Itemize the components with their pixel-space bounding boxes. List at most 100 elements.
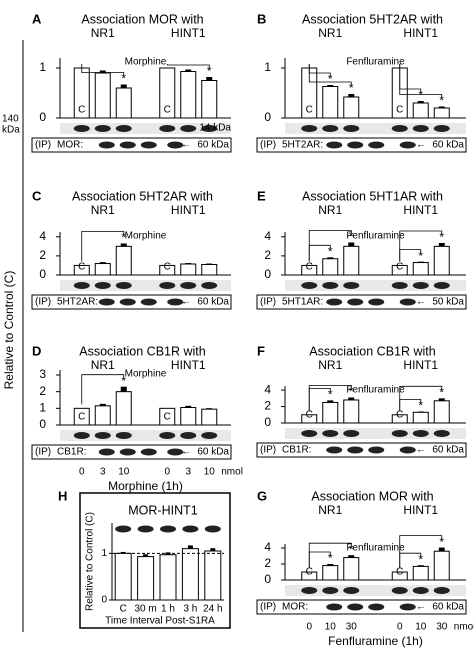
error-bar bbox=[185, 263, 192, 265]
ip-label: (IP) bbox=[260, 602, 276, 613]
blot-band bbox=[201, 125, 218, 132]
blot-band bbox=[399, 141, 416, 149]
bar bbox=[301, 264, 318, 276]
figure-ylabel: Relative to Control (C) bbox=[2, 271, 16, 390]
bar bbox=[201, 408, 218, 426]
bar bbox=[159, 264, 176, 276]
antibody-label: CB1R: bbox=[282, 445, 311, 456]
error-bar bbox=[187, 545, 193, 549]
panel-title: Association 5HT2AR with bbox=[302, 12, 443, 26]
bar bbox=[73, 407, 90, 426]
y-tick-label: 4 bbox=[264, 540, 271, 554]
y-tick-label: 2 bbox=[39, 384, 46, 398]
blot-band bbox=[347, 603, 364, 611]
bracket bbox=[308, 230, 352, 262]
blot-band bbox=[391, 430, 408, 437]
error-bar bbox=[348, 397, 355, 400]
bar bbox=[343, 399, 360, 424]
error-bar bbox=[327, 257, 334, 259]
bar bbox=[343, 96, 360, 119]
blot-band bbox=[347, 446, 364, 454]
blot-strip bbox=[60, 123, 231, 134]
blot-band bbox=[180, 432, 197, 439]
group-label: HINT1 bbox=[171, 358, 206, 372]
bar bbox=[159, 67, 176, 119]
kda-label: 60 kDa bbox=[197, 447, 229, 458]
bar bbox=[73, 264, 90, 276]
control-label: C bbox=[78, 412, 85, 423]
panel-title: Association 5HT1AR with bbox=[302, 189, 443, 203]
ip-label: (IP) bbox=[260, 445, 276, 456]
error-bar bbox=[417, 101, 424, 103]
group-label: NR1 bbox=[91, 26, 115, 40]
blot-band bbox=[180, 282, 197, 289]
blot-band bbox=[391, 587, 408, 594]
y-tick-label: 2 bbox=[264, 399, 271, 413]
y-tick-label: 0 bbox=[264, 267, 271, 281]
blot-band bbox=[368, 446, 385, 454]
significance-marker: * bbox=[121, 231, 126, 245]
blot-band bbox=[326, 603, 343, 611]
y-tick-label: 0 bbox=[264, 110, 271, 124]
blot-band bbox=[115, 282, 132, 289]
blot-band bbox=[98, 141, 115, 149]
significance-marker: * bbox=[328, 244, 333, 258]
dose-label: 30 bbox=[346, 622, 358, 633]
blot-strip bbox=[285, 428, 466, 439]
bracket bbox=[399, 230, 443, 262]
panel-letter: G bbox=[257, 488, 267, 503]
control-label: C bbox=[78, 262, 85, 273]
blot-band bbox=[433, 125, 450, 132]
bar bbox=[94, 405, 111, 426]
bar bbox=[343, 557, 360, 581]
blot-band bbox=[167, 448, 184, 456]
blot-band bbox=[322, 430, 339, 437]
y-tick-label: 2 bbox=[264, 248, 271, 262]
blot-band bbox=[399, 603, 416, 611]
bar bbox=[412, 102, 429, 119]
y-label: Relative to Control (C) bbox=[85, 512, 96, 611]
treatment-label: Fenfluramine bbox=[346, 385, 405, 396]
treatment-label: Morphine bbox=[125, 369, 167, 380]
group-label: HINT1 bbox=[403, 503, 438, 517]
kda-label: 60 kDa bbox=[432, 602, 464, 613]
blot-band bbox=[73, 282, 90, 289]
bar bbox=[159, 554, 177, 601]
treatment-label: Morphine bbox=[125, 57, 167, 68]
ip-label: (IP) bbox=[35, 140, 51, 151]
blot-band bbox=[301, 282, 318, 289]
blot-band bbox=[391, 125, 408, 132]
x-label: Time Interval Post-S1RA bbox=[105, 616, 215, 627]
blot-band bbox=[399, 446, 416, 454]
blot-band bbox=[301, 587, 318, 594]
panel-letter: E bbox=[257, 188, 266, 203]
significance-marker: * bbox=[418, 399, 423, 413]
ip-label: (IP) bbox=[35, 447, 51, 458]
x-tick-label: C bbox=[120, 604, 127, 615]
bracket bbox=[399, 385, 443, 411]
error-bar bbox=[348, 242, 355, 247]
kda-arrow: ← bbox=[416, 140, 426, 151]
antibody-label: 5HT2AR: bbox=[282, 140, 323, 151]
blot-band bbox=[73, 125, 90, 132]
control-label: C bbox=[78, 105, 85, 116]
bar bbox=[180, 263, 197, 276]
treatment-label: Fenfluramine bbox=[346, 57, 405, 68]
bracket bbox=[308, 542, 352, 568]
y-tick-label: 2 bbox=[264, 556, 271, 570]
treatment-label: Morphine bbox=[125, 231, 167, 242]
significance-marker: * bbox=[418, 88, 423, 102]
bar bbox=[301, 571, 318, 581]
blot-strip bbox=[60, 430, 231, 441]
kda-label: 50 kDa bbox=[432, 297, 464, 308]
dose-label: 0 bbox=[306, 622, 312, 633]
error-bar bbox=[120, 551, 126, 554]
blot-band bbox=[433, 282, 450, 289]
blot-band bbox=[98, 448, 115, 456]
significance-marker: * bbox=[121, 374, 126, 388]
dose-label: 10 bbox=[325, 622, 337, 633]
kda-arrow: ← bbox=[416, 602, 426, 613]
y-tick-label: 4 bbox=[264, 229, 271, 243]
blot-band bbox=[343, 587, 360, 594]
